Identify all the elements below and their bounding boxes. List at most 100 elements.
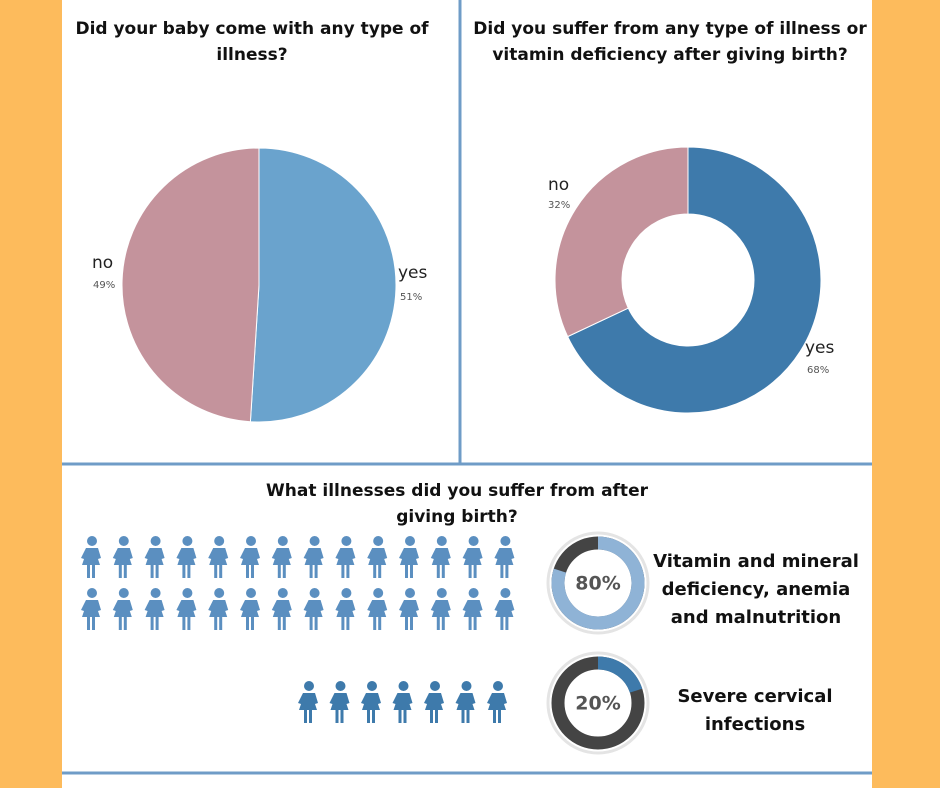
icon-body [208,600,229,630]
icon-body [144,548,165,578]
icon-body [392,693,413,723]
icon-body [399,548,419,578]
person-icon [335,588,356,630]
ring-value: 80% [575,573,620,595]
person-icon [361,681,381,723]
icon-body [112,548,133,578]
slice-label: no [92,253,113,273]
person-icon [176,588,197,630]
icon-head [304,681,314,691]
person-icon [462,588,483,630]
person-icon [399,536,419,578]
icon-head [468,536,479,546]
icon-body [81,548,101,578]
icon-body [303,600,324,630]
icon-body [361,693,381,723]
icon-body [335,600,356,630]
person-icon [303,588,324,630]
icon-body [494,548,515,578]
item-label: Severe cervical infections [677,686,833,735]
icon-head [277,588,288,598]
icon-head [493,681,503,691]
icon-head [150,588,161,598]
icon-body [240,548,260,578]
icon-body [430,548,451,578]
icon-body [367,548,388,578]
icon-body [430,600,451,630]
icon-head [277,536,288,546]
icon-body [240,600,260,630]
icon-head [341,536,352,546]
icon-head [87,536,97,546]
icon-body [303,548,324,578]
person-icon [424,681,444,723]
icon-head [430,681,440,691]
ring-value: 20% [575,693,620,715]
person-icon [240,536,260,578]
chart-title: What illnesses did you suffer from after… [266,481,648,527]
icon-head [87,588,97,598]
icon-head [373,588,384,598]
icon-head [182,536,193,546]
person-icon [208,588,229,630]
person-icon [329,681,350,723]
person-icon [399,588,419,630]
slice-label: yes [398,263,428,283]
person-icon [430,588,451,630]
ring-frame [546,531,650,635]
icon-head [150,536,161,546]
ring-frame [546,651,650,755]
icon-body [399,600,419,630]
icon-body [367,600,388,630]
icon-head [405,536,415,546]
person-icon [367,588,388,630]
icon-head [461,681,472,691]
person-icon [240,588,260,630]
icon-body [81,600,101,630]
icon-head [500,536,511,546]
slice-label: no [548,175,569,195]
icon-head [468,588,479,598]
icon-body [329,693,350,723]
person-icon [430,536,451,578]
icon-body [494,600,515,630]
icon-head [436,536,447,546]
person-icon [494,588,515,630]
icon-body [487,693,507,723]
icon-head [246,588,256,598]
person-icon [271,536,292,578]
icon-head [309,536,320,546]
icon-body [271,600,292,630]
icon-body [462,548,483,578]
person-icon [487,681,507,723]
icon-head [118,536,129,546]
icon-body [271,548,292,578]
person-icon [176,536,197,578]
icon-head [436,588,447,598]
person-icon [144,588,165,630]
person-icon [112,588,133,630]
chart-title: Did your baby come with any type of illn… [75,19,429,65]
person-icon [112,536,133,578]
person-icon [494,536,515,578]
person-icon [335,536,356,578]
icon-body [455,693,476,723]
icon-body [462,600,483,630]
person-icon [455,681,476,723]
slice [566,146,822,414]
icon-body [335,548,356,578]
value-label: 32% [548,200,570,211]
slice [554,146,689,338]
icon-head [118,588,129,598]
icon-body [112,600,133,630]
person-icon [462,536,483,578]
icon-body [176,548,197,578]
person-icon [271,588,292,630]
icon-head [182,588,193,598]
icon-head [246,536,256,546]
icon-body [144,600,165,630]
slice-label: yes [805,338,835,358]
icon-head [335,681,346,691]
